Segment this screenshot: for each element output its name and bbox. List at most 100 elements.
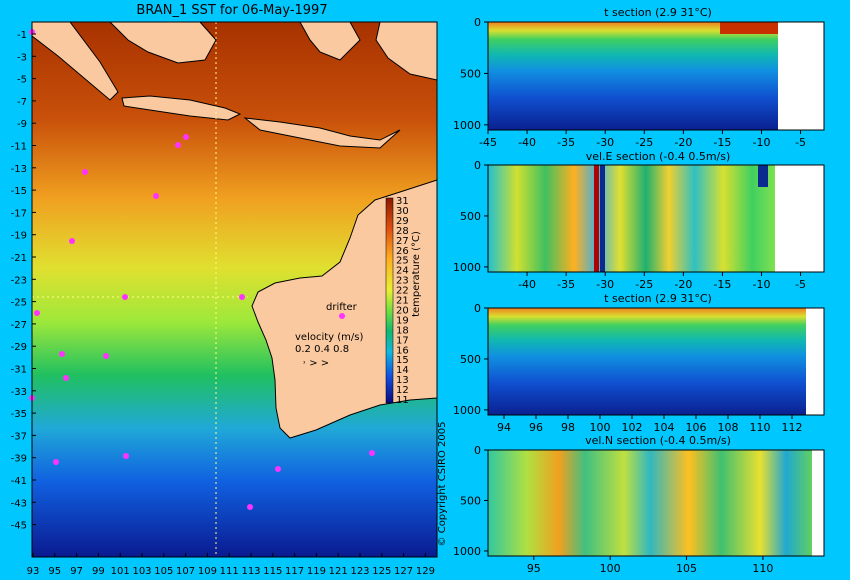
t-section-north-panel: t section (2.9 31°C) 94 96 98 100 102 104 106 1… [453, 292, 825, 434]
x-tick-label: 105 [676, 562, 697, 575]
colorbar-tick-label: 20 [396, 305, 409, 316]
y-tick-label: 1000 [453, 261, 481, 274]
lon-tick-label: 99 [92, 566, 105, 577]
x-tick-label: 95 [527, 562, 541, 575]
longitude-tick-labels: 93 95 97 99 101 103 105 107 109 111 113 115 117 119 12… [27, 553, 435, 577]
sst-map: 3130292827262524232221201918171615141312… [11, 3, 448, 577]
colorbar-tick-label: 29 [396, 216, 409, 227]
y-tick-label: 500 [460, 353, 481, 366]
y-tick-label: 500 [460, 67, 481, 80]
t-section-north-x-ticks: 94 96 98 100 102 104 106 108 110 112 [497, 415, 803, 434]
lon-tick-label: 101 [111, 566, 130, 577]
vel-n-section-y-ticks: 0 500 1000 [453, 444, 488, 558]
x-tick-label: 100 [600, 562, 621, 575]
x-tick-label: 106 [686, 421, 707, 434]
y-tick-label: 1000 [453, 119, 481, 132]
colorbar-tick-label: 19 [396, 315, 409, 326]
drifter-point [122, 294, 128, 300]
x-tick-label: -5 [795, 136, 806, 149]
colorbar-label: temperature (°C) [411, 231, 422, 317]
x-tick-label: 102 [622, 421, 643, 434]
lat-tick-label: -23 [11, 275, 27, 286]
lat-tick-label: -39 [11, 454, 27, 465]
x-tick-label: 112 [782, 421, 803, 434]
colorbar-tick-labels: 3130292827262524232221201918171615141312… [396, 196, 409, 406]
lat-tick-label: -15 [11, 186, 27, 197]
x-tick-label: -30 [596, 278, 614, 291]
copyright-text: © Copyright CSIRO 2005 [437, 422, 448, 547]
y-tick-label: 500 [460, 494, 481, 507]
vel-e-section-panel: vel.E section (-0.4 0.5m/s) -40 -35 -30 -25… [453, 150, 825, 291]
drifter-point [247, 504, 253, 510]
x-tick-label: -45 [479, 136, 497, 149]
colorbar-tick-label: 31 [396, 196, 409, 207]
vel-e-section-y-ticks: 0 500 1000 [453, 159, 488, 274]
colorbar-tick-label: 30 [396, 206, 409, 217]
lon-tick-label: 93 [27, 566, 40, 577]
x-tick-label: -30 [596, 136, 614, 149]
vel-n-section-white [812, 450, 824, 556]
colorbar-tick-label: 24 [396, 266, 409, 277]
lat-tick-label: -21 [11, 253, 27, 264]
t-section-east-frame [487, 21, 825, 131]
vel-e-section-field [488, 165, 775, 272]
vel-n-section-title: vel.N section (-0.4 0.5m/s) [585, 434, 731, 447]
lesser-sunda-islands [243, 117, 401, 149]
colorbar-tick-label: 27 [396, 236, 409, 247]
velocity-scale-values: 0.2 0.4 0.8 [295, 344, 349, 355]
lat-tick-label: -17 [11, 208, 27, 219]
lat-tick-label: -11 [11, 142, 27, 153]
colorbar-tick-label: 18 [396, 325, 409, 336]
t-section-east-y-ticks: 0 500 1000 [453, 16, 488, 132]
drifter-point [103, 353, 109, 359]
x-tick-label: -40 [518, 278, 536, 291]
latitude-tick-labels: -1 -3 -5 -7 -9 -11 -13 -15 -17 -19 -21 -23 -25 -27 -29… [11, 30, 36, 532]
colorbar-tick-label: 15 [396, 355, 409, 366]
t-section-east-warm-core [720, 22, 778, 34]
lat-tick-label: -3 [17, 52, 27, 63]
colorbar-tick-label: 22 [396, 286, 409, 297]
x-tick-label: -15 [713, 136, 731, 149]
lat-tick-label: -9 [17, 119, 27, 130]
colorbar-tick-label: 28 [396, 226, 409, 237]
vel-e-coastal-jet [758, 165, 768, 187]
drifter-point [239, 294, 245, 300]
lon-tick-label: 115 [263, 566, 282, 577]
colorbar-tick-label: 26 [396, 246, 409, 257]
colorbar-tick-label: 14 [396, 365, 409, 376]
vel-e-strong-eastward [594, 165, 599, 272]
colorbar-tick-label: 11 [396, 395, 409, 406]
x-tick-label: 110 [752, 562, 773, 575]
lon-tick-label: 105 [154, 566, 173, 577]
lon-tick-label: 109 [198, 566, 217, 577]
lon-tick-label: 127 [394, 566, 413, 577]
lat-tick-label: -31 [11, 365, 27, 376]
java-land [121, 95, 242, 121]
x-tick-label: 96 [529, 421, 543, 434]
lat-tick-label: -19 [11, 231, 27, 242]
lon-tick-label: 107 [176, 566, 195, 577]
velocity-scale-arrows: ˒ > > [303, 358, 329, 369]
drifter-point [82, 169, 88, 175]
drifter-point [183, 134, 189, 140]
x-tick-label: 98 [561, 421, 575, 434]
y-tick-label: 0 [474, 444, 481, 457]
x-tick-label: -40 [518, 136, 536, 149]
x-tick-label: 108 [718, 421, 739, 434]
t-section-north-frame [487, 307, 825, 416]
x-tick-label: -25 [635, 278, 653, 291]
lat-tick-label: -13 [11, 164, 27, 175]
t-section-north-white [806, 308, 824, 415]
x-tick-label: -35 [557, 278, 575, 291]
vel-n-section-frame [487, 449, 825, 557]
lon-tick-label: 111 [220, 566, 239, 577]
x-tick-label: 94 [497, 421, 511, 434]
lat-tick-label: -35 [11, 409, 27, 420]
x-tick-label: -20 [674, 278, 692, 291]
lat-tick-label: -29 [11, 342, 27, 353]
vel-e-section-frame [487, 164, 825, 273]
lon-tick-label: 129 [416, 566, 435, 577]
t-section-north-y-ticks: 0 500 1000 [453, 302, 488, 417]
lon-tick-label: 103 [132, 566, 151, 577]
